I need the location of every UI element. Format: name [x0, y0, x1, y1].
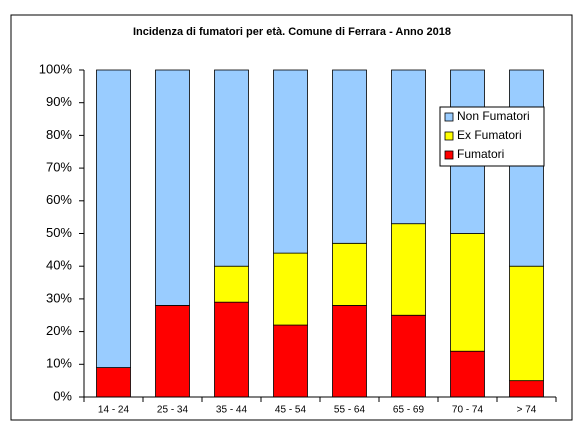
- legend-box: [439, 106, 545, 167]
- bar-segment: [509, 380, 544, 398]
- y-tick-label: 10%: [46, 356, 72, 371]
- bar-segment: [509, 69, 544, 267]
- bar-segment: [332, 242, 367, 306]
- x-tick-label: 65 - 69: [393, 405, 425, 416]
- bar-segment: [214, 301, 249, 398]
- x-tick-label: 14 - 24: [98, 405, 130, 416]
- y-tick-label: 20%: [46, 323, 72, 338]
- bar-segment: [214, 69, 249, 267]
- y-tick-label: 60%: [46, 192, 72, 207]
- bar-segment: [273, 69, 308, 254]
- bar-segment: [391, 223, 426, 316]
- x-tick-label: 35 - 44: [216, 405, 248, 416]
- x-tick-label: > 74: [517, 405, 537, 416]
- bar-segment: [155, 305, 190, 398]
- y-tick-label: 30%: [46, 290, 72, 305]
- bar-segment: [509, 265, 544, 382]
- bar-segment: [450, 233, 485, 352]
- bar-segment: [332, 69, 367, 244]
- y-tick-label: 80%: [46, 127, 72, 142]
- legend-label: Ex Fumatori: [457, 128, 522, 142]
- legend-label: Fumatori: [457, 147, 504, 161]
- legend-label: Non Fumatori: [457, 109, 530, 123]
- bar-segment: [450, 350, 485, 398]
- x-tick-label: 55 - 64: [334, 405, 366, 416]
- y-tick-label: 100%: [39, 61, 73, 76]
- bar-segment: [273, 252, 308, 326]
- legend-swatch: [444, 112, 454, 122]
- bar-segment: [391, 314, 426, 398]
- bar-segment: [96, 367, 131, 398]
- x-tick-label: 70 - 74: [452, 405, 484, 416]
- bar-segment: [391, 69, 426, 225]
- chart-title: Incidenza di fumatori per età. Comune di…: [133, 26, 451, 38]
- x-tick-label: 45 - 54: [275, 405, 307, 416]
- y-tick-label: 0%: [53, 388, 72, 403]
- bar-segment: [155, 69, 190, 306]
- bar-segment: [273, 324, 308, 398]
- bar-segment: [332, 305, 367, 398]
- bar-segment: [96, 69, 131, 368]
- y-tick-label: 90%: [46, 94, 72, 109]
- legend-swatch: [444, 131, 454, 141]
- x-tick-label: 25 - 34: [157, 405, 189, 416]
- legend-swatch: [444, 150, 454, 160]
- bar-segment: [214, 265, 249, 303]
- y-tick-label: 70%: [46, 160, 72, 175]
- y-tick-label: 50%: [46, 225, 72, 240]
- y-tick-label: 40%: [46, 258, 72, 273]
